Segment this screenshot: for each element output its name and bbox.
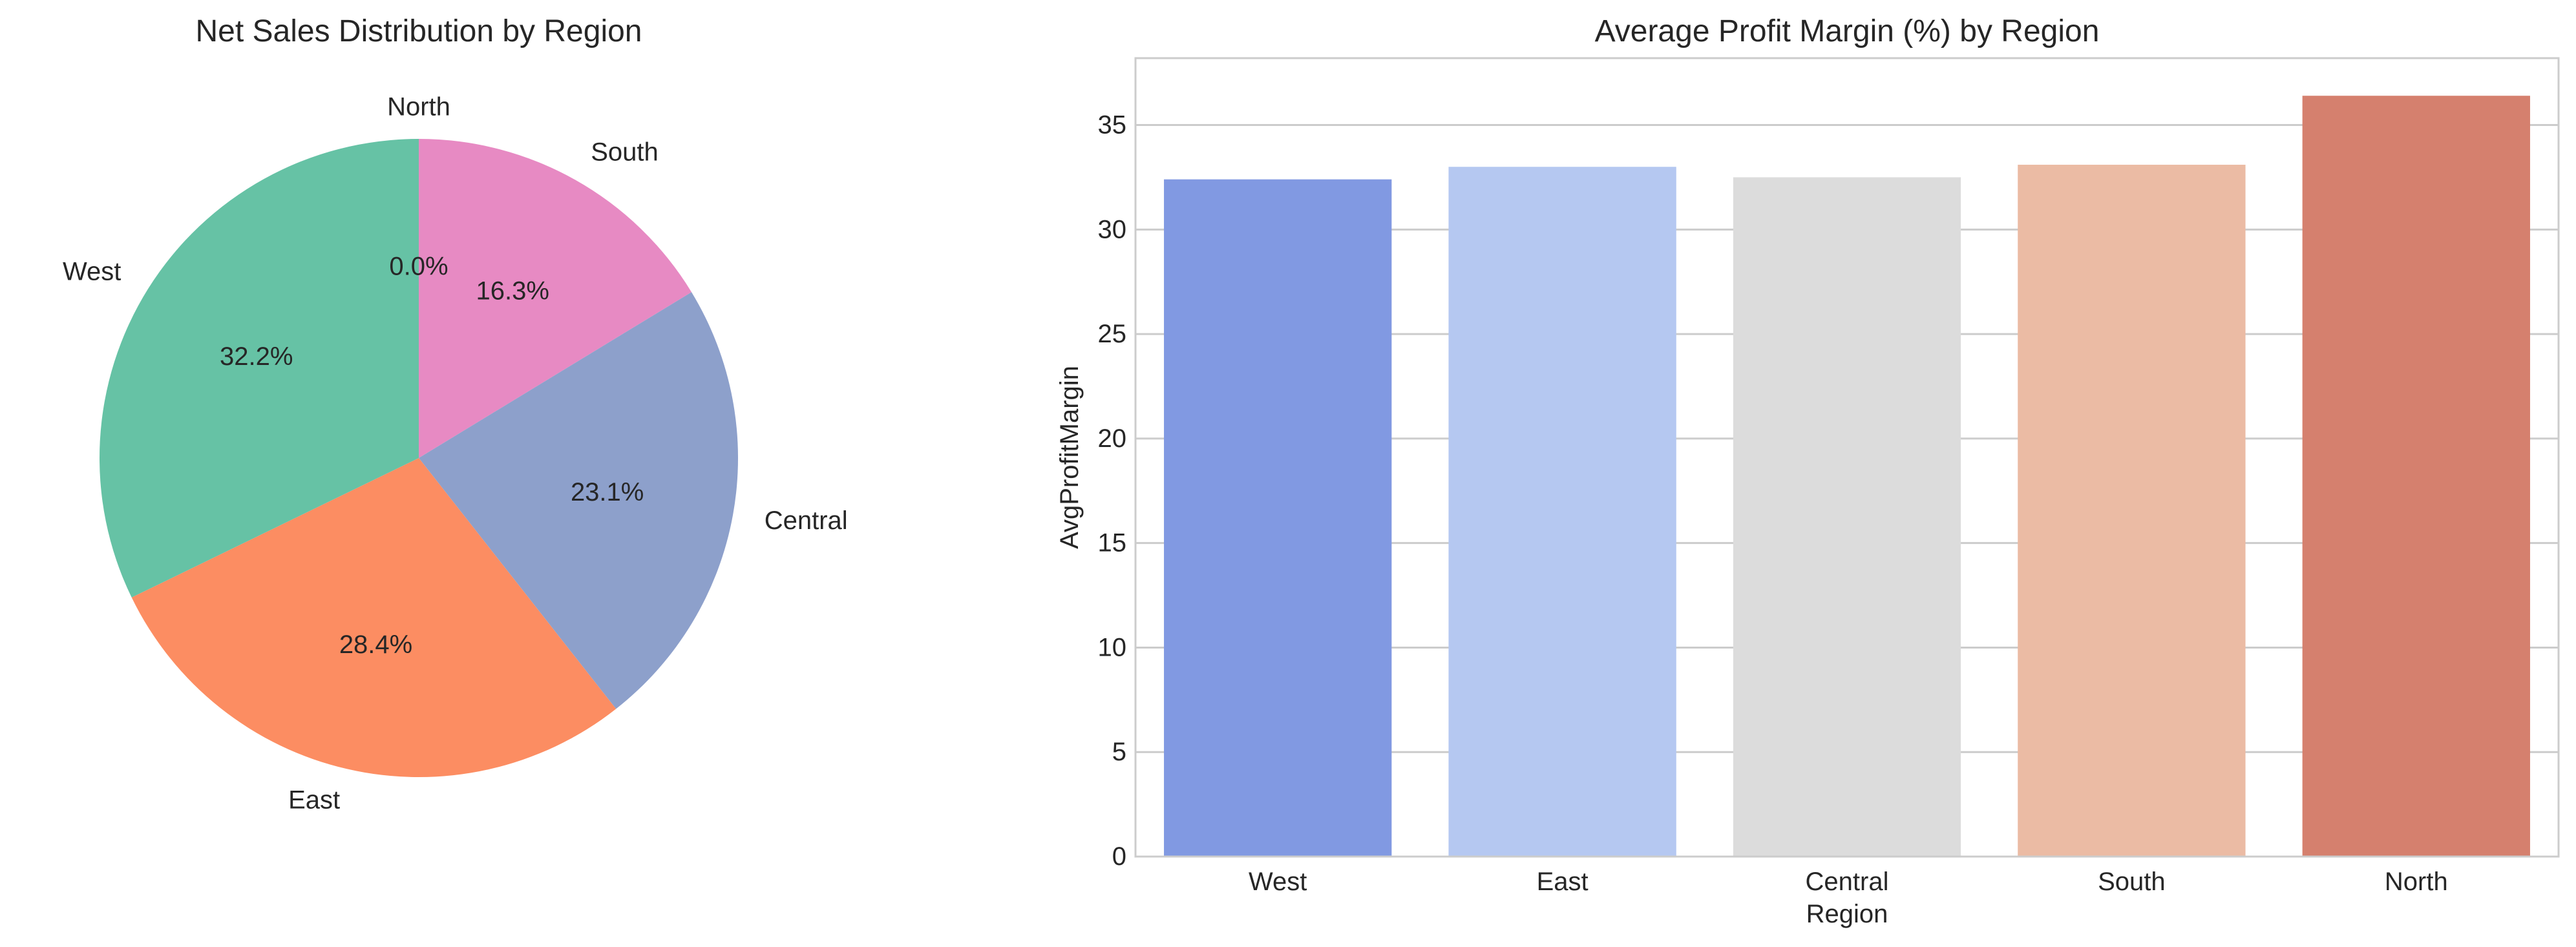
y-tick-label-15: 15 (1098, 529, 1127, 557)
pie-slices (99, 139, 738, 778)
y-tick-label-20: 20 (1098, 424, 1127, 453)
pie-label-south: South (591, 138, 659, 166)
pie-slice-central (419, 292, 738, 709)
y-tick-label-0: 0 (1112, 842, 1126, 871)
pie-slice-west (99, 139, 419, 598)
pie-chart: Net Sales Distribution by Region North 0.… (63, 14, 848, 815)
x-tick-label-north: North (2385, 868, 2448, 896)
bar-chart-y-axis-label: AvgProfitMargin (1055, 366, 1084, 549)
bar-east (1448, 167, 1676, 857)
bar-west (1164, 179, 1392, 857)
pie-labels: North 0.0% South 16.3% Central 23.1% East 28.4%… (63, 93, 848, 815)
x-tick-label-east: East (1537, 868, 1589, 896)
pie-slice-south (419, 139, 692, 458)
bar-central (1733, 177, 1961, 857)
x-tick-label-west: West (1249, 868, 1307, 896)
bar-chart-bars (1164, 96, 2530, 857)
bar-north (2302, 96, 2530, 857)
pie-chart-title: Net Sales Distribution by Region (195, 14, 642, 48)
x-tick-label-central: Central (1806, 868, 1889, 896)
pie-label-central: Central (765, 506, 848, 535)
pie-slice-east (131, 458, 617, 778)
y-tick-label-10: 10 (1098, 633, 1127, 661)
pie-pct-label-west: 32.2% (220, 342, 293, 371)
pie-pct-label-north: 0.0% (389, 253, 448, 281)
y-tick-label-35: 35 (1098, 111, 1127, 140)
y-tick-label-5: 5 (1112, 738, 1126, 766)
bar-chart-frame (1134, 57, 2560, 858)
y-tick-label-25: 25 (1098, 320, 1127, 348)
bar-chart-x-axis-label: Region (1806, 900, 1888, 928)
x-tick-label-south: South (2098, 868, 2166, 896)
pie-pct-label-south: 16.3% (476, 277, 549, 306)
bar-chart: Average Profit Margin (%) by Region 0 5 10… (1055, 14, 2560, 928)
pie-label-east: East (288, 786, 340, 815)
pie-label-west: West (63, 258, 121, 286)
bar-chart-y-ticks: 0 5 10 15 20 25 30 35 (1098, 111, 1127, 871)
bar-chart-x-ticks: West East Central South North (1249, 868, 2448, 896)
bar-south (2018, 165, 2246, 857)
y-tick-label-30: 30 (1098, 215, 1127, 244)
pie-pct-label-east: 28.4% (339, 630, 412, 659)
pie-label-north: North (387, 93, 450, 121)
bar-chart-title: Average Profit Margin (%) by Region (1595, 14, 2100, 48)
pie-pct-label-central: 23.1% (571, 478, 644, 506)
